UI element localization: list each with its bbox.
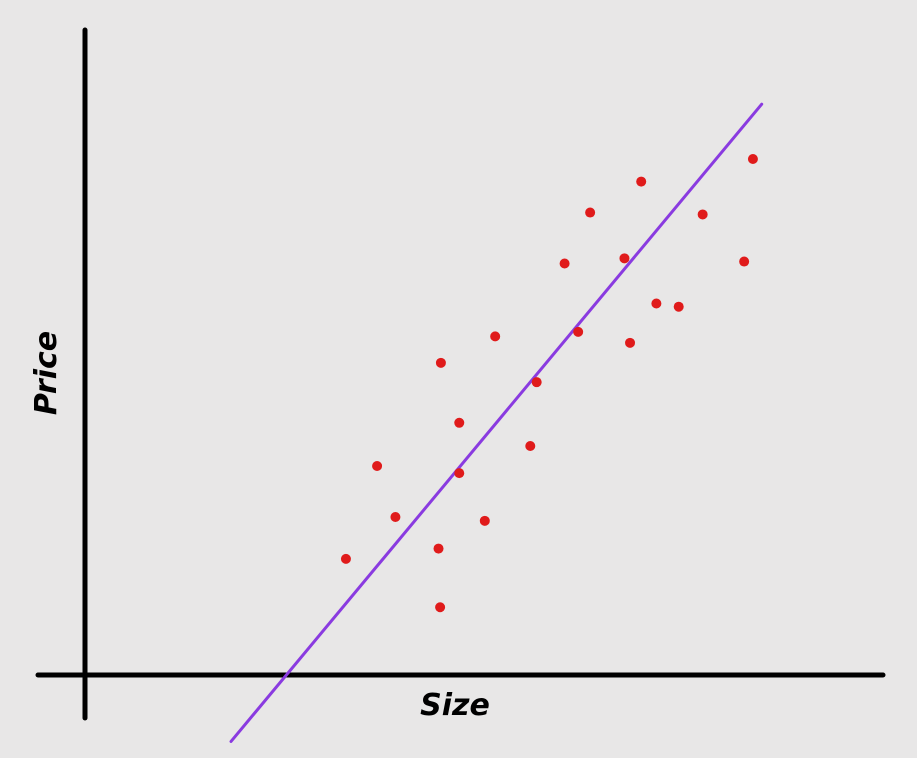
data-point	[619, 253, 630, 264]
data-point	[525, 441, 536, 452]
data-point	[585, 207, 596, 218]
data-point	[340, 553, 351, 564]
x-axis-label: Size	[420, 688, 490, 723]
data-point	[390, 511, 401, 522]
data-point	[559, 258, 570, 269]
data-point	[454, 417, 465, 428]
data-point	[636, 176, 647, 187]
data-point	[435, 602, 446, 613]
data-point	[435, 357, 446, 368]
data-point	[739, 256, 750, 267]
data-point	[747, 154, 758, 164]
regression-line	[229, 102, 764, 743]
data-points	[340, 154, 758, 613]
data-point	[433, 543, 444, 554]
data-point	[490, 331, 501, 342]
data-point	[531, 377, 542, 388]
data-point	[573, 326, 584, 337]
data-point	[479, 515, 490, 526]
data-point	[625, 337, 636, 348]
data-point	[651, 298, 662, 309]
data-point	[697, 209, 708, 220]
data-point	[673, 301, 684, 312]
data-point	[454, 468, 465, 479]
data-point	[372, 461, 383, 472]
y-axis-label: Price	[29, 331, 64, 415]
